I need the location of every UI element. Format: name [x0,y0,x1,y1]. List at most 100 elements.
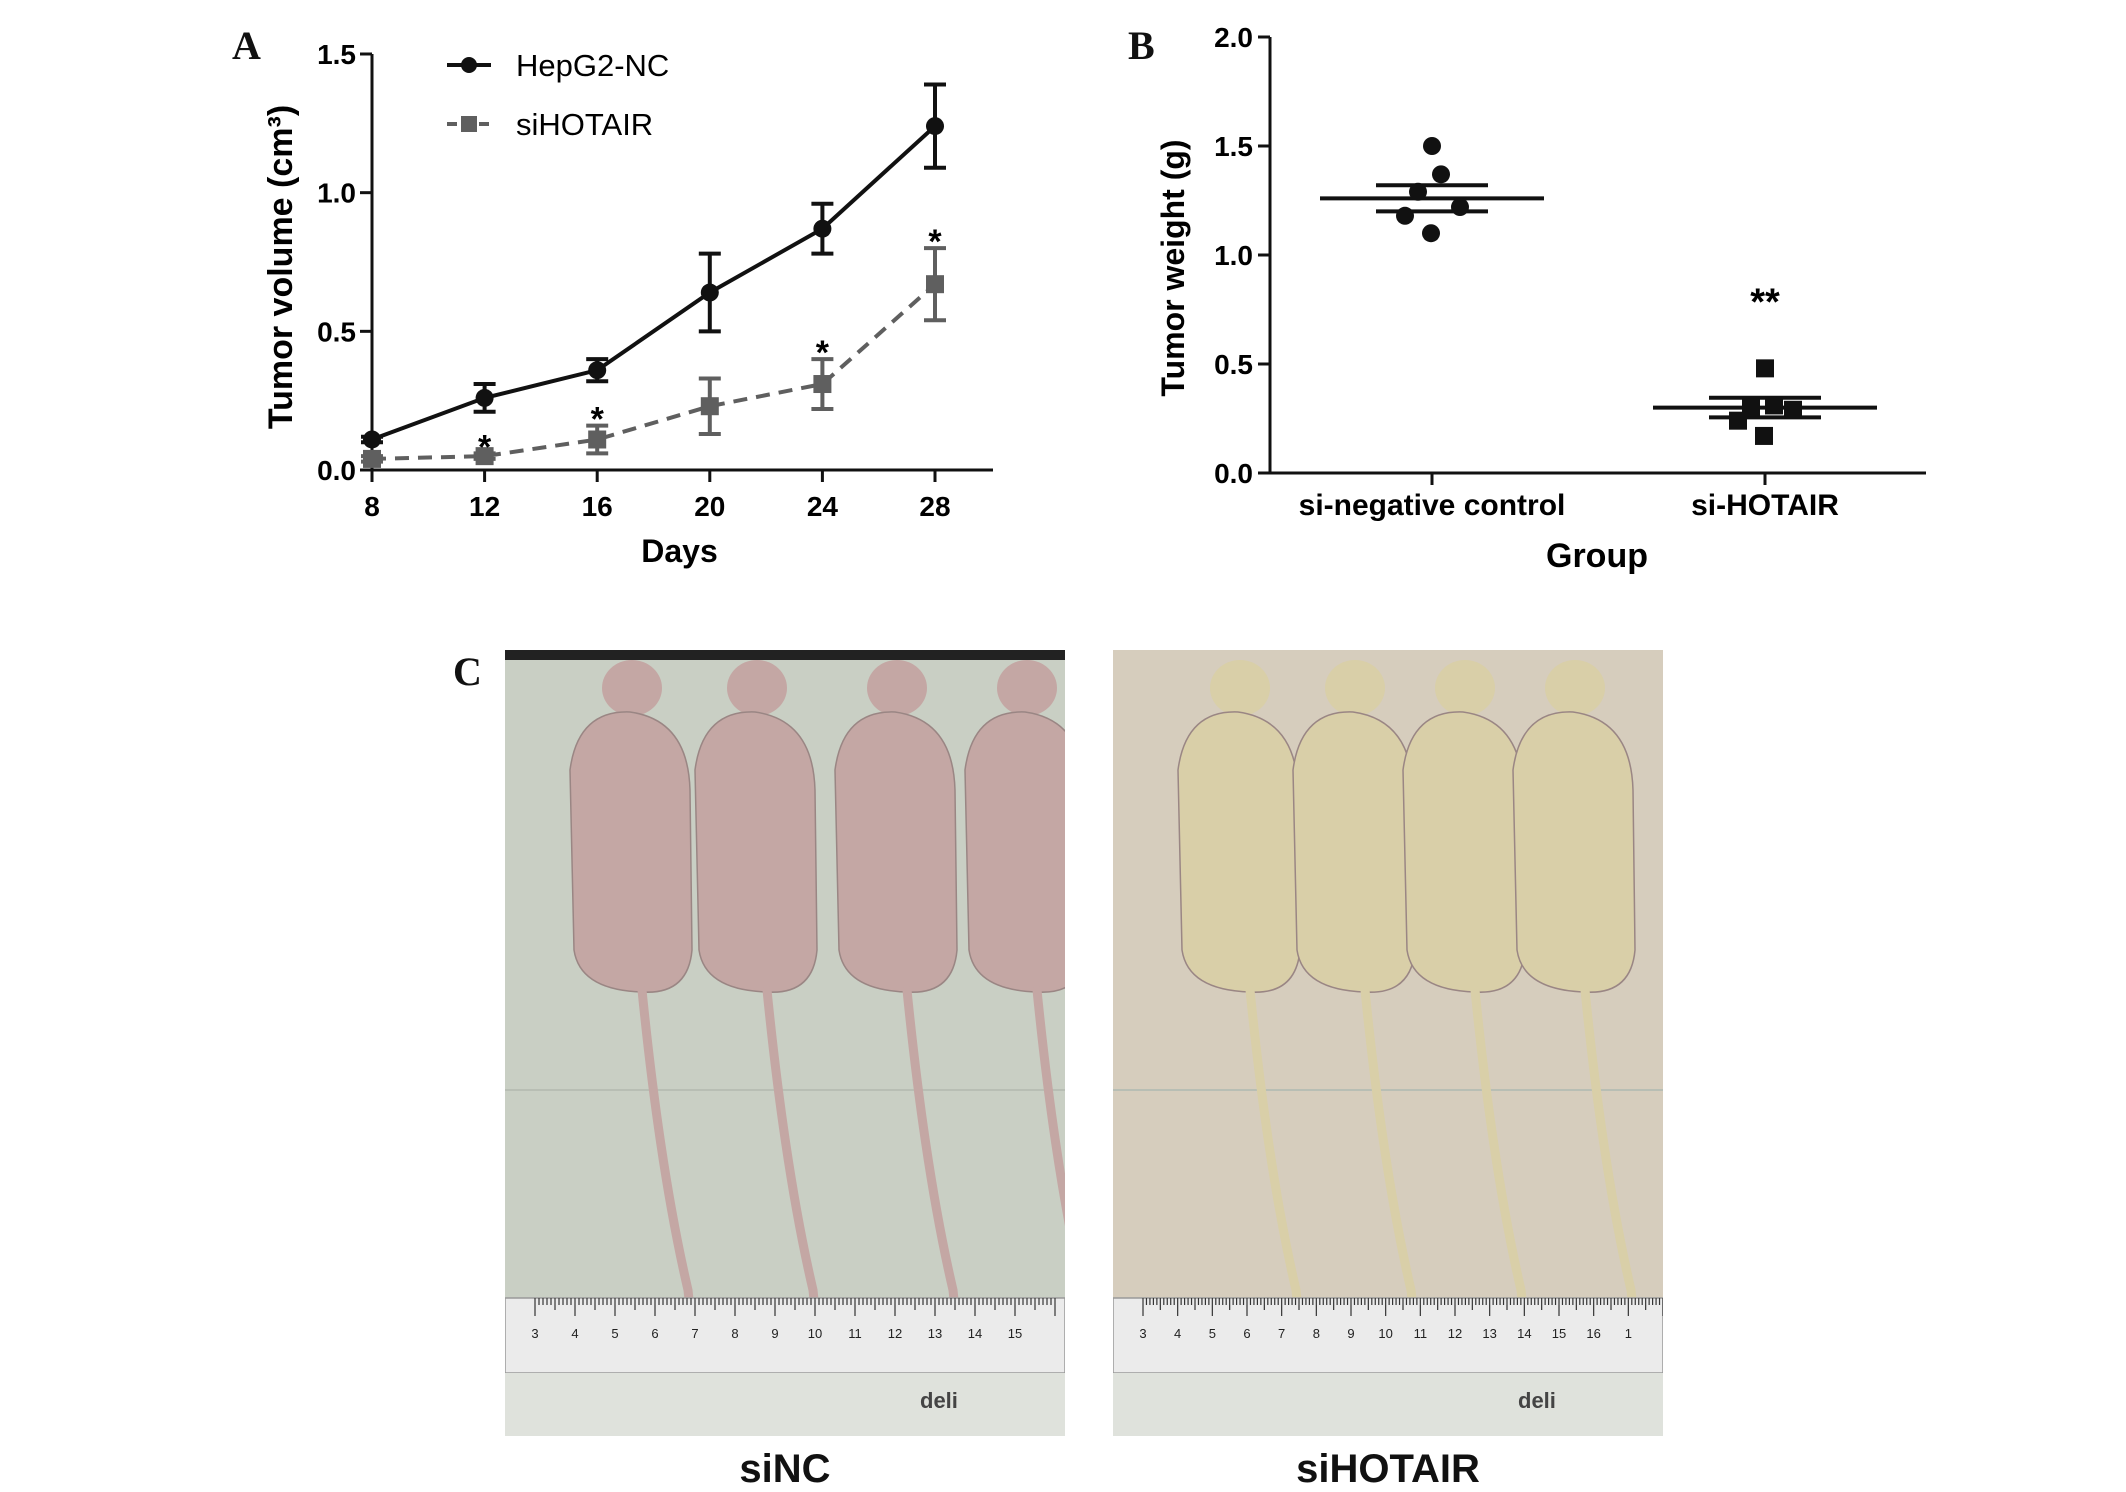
y-tick-label: 0.5 [1214,349,1253,380]
y-tick-label: 0.0 [1214,458,1253,489]
significance-mark: * [591,401,605,439]
ruler-number: 14 [968,1326,982,1341]
panel-letter-a: A [232,23,261,68]
mouse-body [834,711,958,993]
ruler-body [505,1373,1065,1436]
ruler-number: 8 [731,1326,738,1341]
mouse-head [1325,660,1385,716]
legend-label: HepG2-NC [516,48,669,83]
ruler-number: 1 [1625,1326,1632,1341]
data-point [363,430,381,449]
x-tick-label: 12 [469,491,500,522]
x-tick-label: 8 [364,491,380,522]
photo-sinc: 3 4 5 6 7 8 9 10 11 12 13 14 15 deli [505,650,1065,1436]
data-point [588,430,607,449]
ruler-number: 10 [808,1326,822,1341]
photo-sihotair: 3 4 5 6 7 8 9 10 11 12 13 14 15 16 1 deli [1113,650,1663,1436]
legend-label: siHOTAIR [516,107,653,142]
y-tick-label: 1.0 [1214,240,1253,271]
ruler-number: 14 [1517,1326,1531,1341]
data-point [1784,400,1802,419]
x-tick-label: 20 [694,491,725,522]
data-point [1409,182,1427,201]
ruler-number: 11 [848,1326,862,1341]
data-point [813,375,832,394]
x-axis-label: Group [1546,537,1648,575]
mouse-body [1402,711,1526,993]
mouse [1292,660,1418,1375]
panel-letter-c: C [453,649,482,694]
data-point [926,117,944,136]
ruler-number: 5 [611,1326,618,1341]
ruler-number: 6 [1243,1326,1250,1341]
mouse-body [1292,711,1416,993]
mouse-head [727,660,787,716]
mouse-head [1435,660,1495,716]
mouse-body [1512,711,1636,993]
y-tick-label: 1.5 [317,39,356,70]
data-point [475,388,494,407]
data-point [1729,411,1747,430]
data-point [1756,359,1774,378]
data-point [1755,426,1773,445]
ruler-brand: deli [920,1388,958,1413]
y-tick-label: 1.5 [1214,131,1253,162]
ruler-number: 10 [1378,1326,1392,1341]
data-point [475,447,494,466]
x-tick-label: si-negative control [1299,489,1566,522]
ruler-number: 15 [1552,1326,1566,1341]
mouse-body [694,711,818,993]
x-tick-label: 28 [919,491,950,522]
y-tick-label: 0.0 [317,455,356,486]
significance-mark: * [478,428,492,466]
data-point [1451,198,1469,217]
mouse-tail [1032,985,1065,1373]
data-point [813,219,832,238]
ruler-number: 4 [571,1326,578,1341]
data-point [700,397,719,416]
ruler-number: 4 [1174,1326,1181,1341]
significance-mark: * [816,334,830,372]
ruler-number: 15 [1008,1326,1022,1341]
chart-b-tumor-weight: 0.0 0.5 1.0 1.5 2.0 si-negative control si-HOT… [1155,22,1926,575]
ruler-body [1113,1373,1663,1436]
chart-a-tumor-volume: 0.0 0.5 1.0 1.5 8 12 16 20 24 28 Days Tumor volume … [262,39,993,569]
ruler-number: 13 [1482,1326,1496,1341]
ruler-number: 5 [1209,1326,1216,1341]
ruler-number: 9 [1347,1326,1354,1341]
mouse [834,660,960,1375]
series-line-0 [371,124,937,442]
ruler-number: 9 [771,1326,778,1341]
mouse-body [1177,711,1301,993]
mouse-head [602,660,662,716]
mouse [1402,660,1528,1375]
ruler-number: 12 [1448,1326,1462,1341]
ruler-number: 7 [1278,1326,1285,1341]
photo-top-edge [505,650,1065,660]
legend-marker [461,57,477,73]
ruler-number: 11 [1414,1326,1428,1341]
data-point [1422,224,1440,243]
series-line-1 [371,282,937,461]
data-point [1423,137,1441,155]
ruler-number: 3 [1139,1326,1146,1341]
mouse-head [997,660,1057,716]
photo-label-sinc: siNC [739,1447,831,1491]
ruler-number: 16 [1586,1326,1600,1341]
mouse [964,660,1065,1373]
y-axis-label: Tumor volume (cm³) [262,105,300,429]
ruler-number: 7 [691,1326,698,1341]
y-tick-label: 0.5 [317,316,356,347]
y-axis-label: Tumor weight (g) [1155,139,1191,396]
data-point [926,275,944,294]
ruler-brand: deli [1518,1388,1556,1413]
ruler [505,1297,1065,1374]
data-point [1432,165,1450,184]
mouse-body [569,711,693,993]
data-point [363,449,381,468]
ruler-number: 12 [888,1326,902,1341]
mouse-head [867,660,927,716]
ruler [1113,1297,1663,1374]
mouse-body [964,711,1065,993]
mouse-head [1545,660,1605,716]
